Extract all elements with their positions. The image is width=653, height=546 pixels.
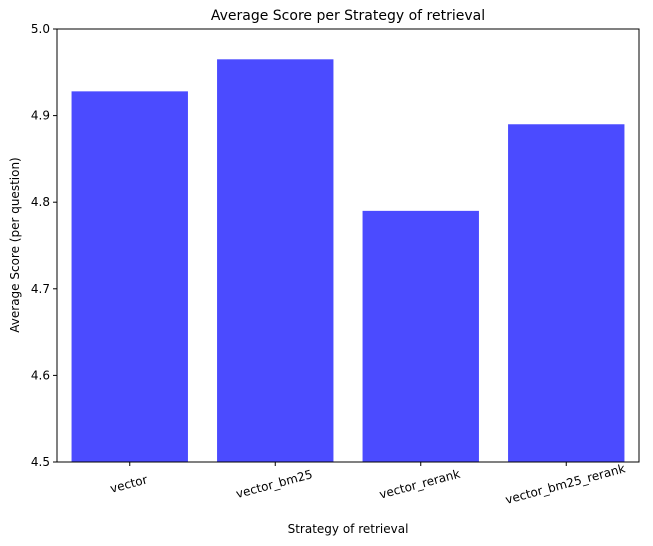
y-tick-label: 4.8	[31, 195, 50, 209]
bar-vector-rerank	[362, 210, 479, 462]
y-tick-label: 4.7	[31, 282, 50, 296]
y-axis-ticks: 4.5 4.6 4.7 4.8 4.9 5.0	[31, 22, 57, 469]
bar-vector-bm25	[217, 59, 334, 463]
axes-frame	[56, 28, 640, 463]
y-axis-label: Average Score (per question)	[8, 157, 22, 332]
bar-vector-bm25-rerank	[508, 124, 625, 462]
y-tick-label: 4.9	[31, 109, 50, 123]
y-tick-label: 5.0	[31, 22, 50, 36]
chart-title: Average Score per Strategy of retrieval	[211, 8, 485, 24]
bar-vector	[71, 91, 188, 463]
x-axis-label: Strategy of retrieval	[288, 522, 409, 536]
y-tick-label: 4.5	[31, 455, 50, 469]
y-tick-label: 4.6	[31, 368, 50, 382]
bars-group	[71, 59, 625, 463]
